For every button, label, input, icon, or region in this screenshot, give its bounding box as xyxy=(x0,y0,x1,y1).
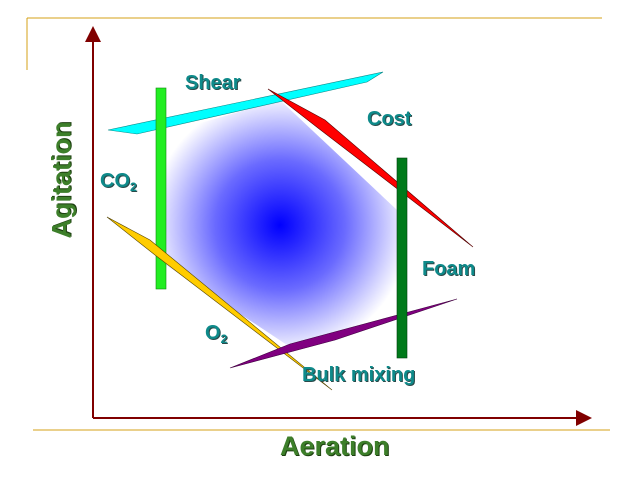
o2-text: O xyxy=(205,322,221,344)
slide-frame xyxy=(26,17,610,431)
foam-bar xyxy=(396,157,408,359)
co2-subscript: 2 xyxy=(130,180,137,194)
o2-band xyxy=(106,216,333,391)
shear-label: Shear xyxy=(185,72,241,94)
cost-band xyxy=(267,88,474,248)
co2-bar xyxy=(155,87,167,290)
operating-region xyxy=(166,100,397,345)
y-axis-title: Agitation xyxy=(46,121,77,239)
foam-label: Foam xyxy=(422,258,476,280)
shear-band xyxy=(107,71,384,135)
o2-subscript: 2 xyxy=(220,332,228,346)
co2-text: CO xyxy=(100,170,130,192)
co2-label: CO2 xyxy=(100,170,137,194)
cost-label: Cost xyxy=(367,108,412,130)
o2-label: O2 xyxy=(205,322,227,346)
bulk-mixing-label: Bulk mixing xyxy=(302,364,416,386)
x-axis-title: Aeration xyxy=(280,431,390,461)
